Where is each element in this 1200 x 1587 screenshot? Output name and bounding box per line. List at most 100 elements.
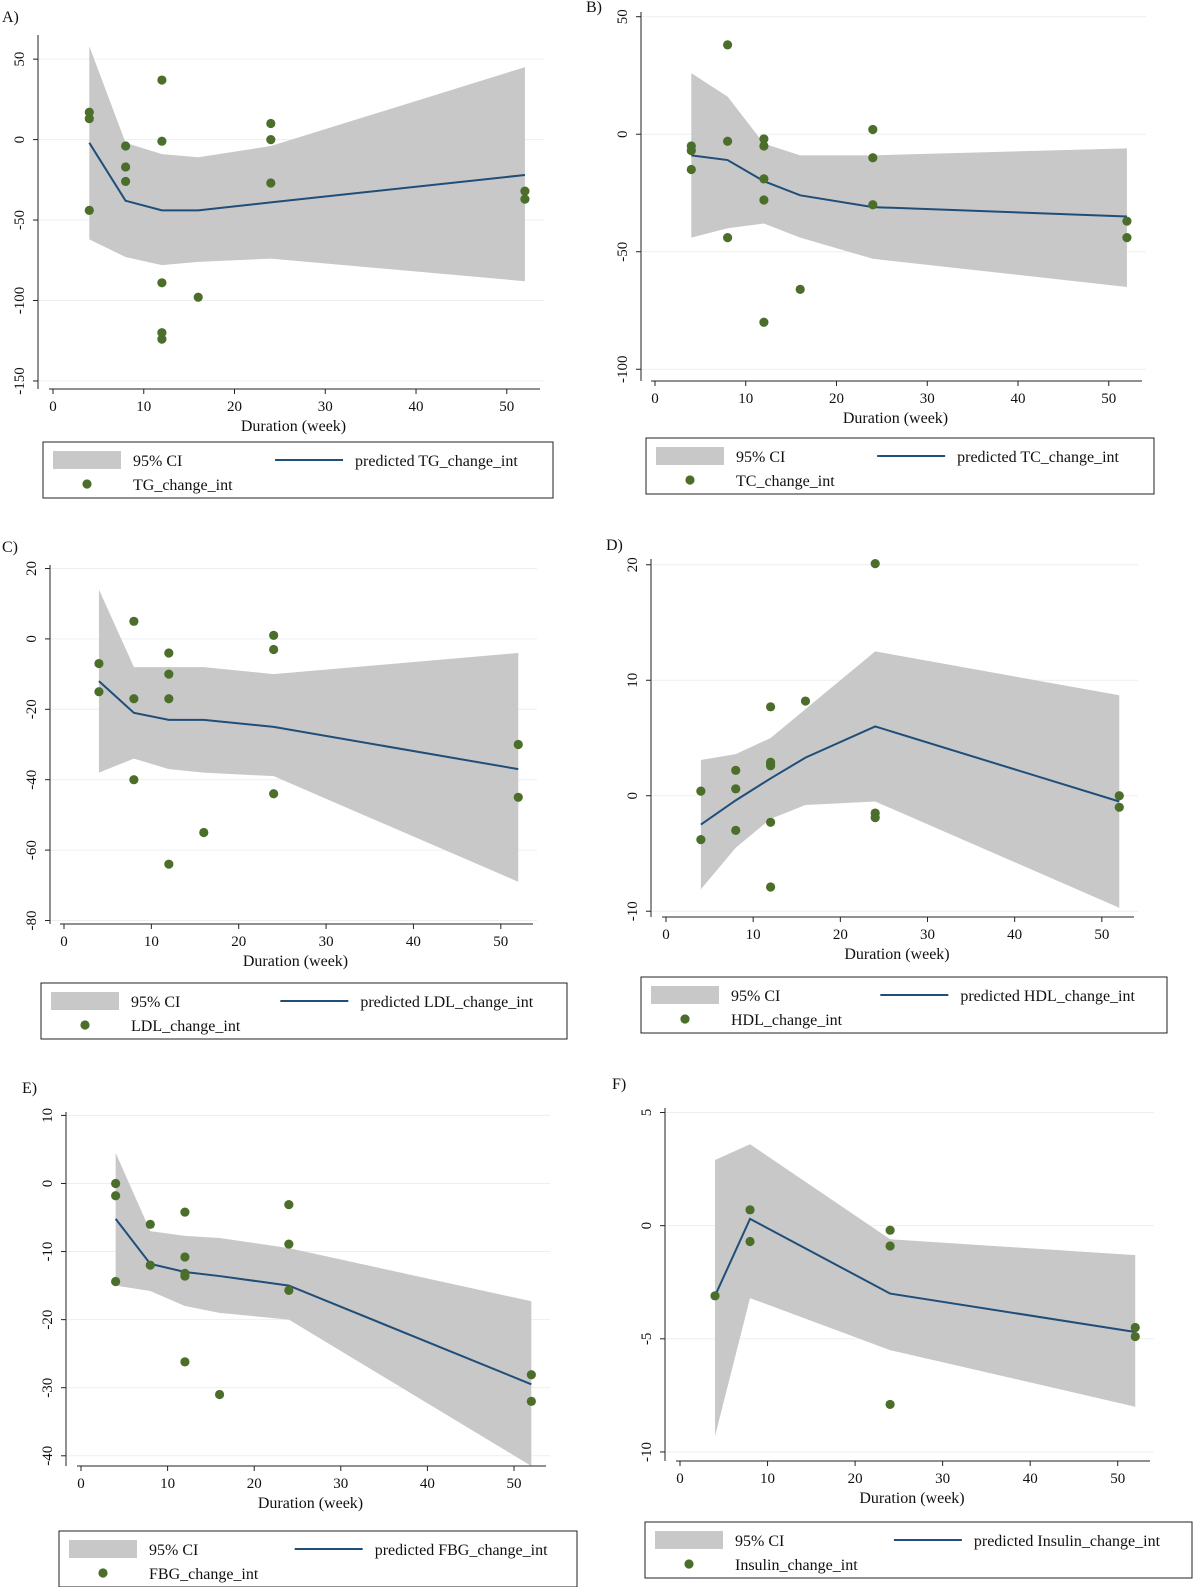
data-point (731, 784, 741, 794)
x-tick-label: 0 (676, 1471, 684, 1487)
data-point (870, 559, 880, 569)
x-tick-label: 20 (231, 934, 246, 950)
chart-panel-a: A) 50 0 -50 -100 -150 0 10 20 30 40 50 Duration (wee… (2, 9, 554, 499)
legend-box (40, 982, 568, 1040)
data-point (759, 195, 769, 205)
y-tick-label: -150 (12, 367, 28, 395)
y-tick-label: -80 (24, 910, 40, 930)
legend-points-label: TG_change_int (133, 477, 233, 494)
panel-label: F) (612, 1076, 626, 1093)
x-tick-label: 50 (1110, 1471, 1125, 1487)
x-tick-label: 10 (136, 399, 151, 415)
x-tick-label: 30 (920, 391, 935, 407)
ci-band (89, 46, 525, 282)
data-point (745, 1205, 755, 1215)
data-point (121, 176, 131, 187)
data-point (180, 1271, 190, 1281)
x-tick-label: 40 (1007, 927, 1022, 943)
data-point (766, 882, 776, 892)
legend-points-label: Insulin_change_int (735, 1557, 858, 1574)
ci-band (691, 73, 1127, 287)
data-point (795, 284, 805, 294)
data-point (94, 687, 104, 697)
legend-box (42, 441, 554, 499)
data-point (1130, 1331, 1140, 1342)
chart-panel-c: C) 20 0 -20 -40 -60 -80 0 10 20 30 40 50 Duration (we… (2, 539, 568, 1040)
fit-line (114, 1218, 532, 1386)
x-tick-label: 30 (935, 1471, 950, 1487)
panel-label: C) (2, 539, 18, 556)
data-point (129, 616, 139, 626)
x-tick-label: 20 (833, 927, 848, 943)
x-tick-label: 50 (1101, 391, 1116, 407)
data-point (180, 1207, 190, 1217)
data-point (731, 825, 741, 835)
x-tick-label: 0 (49, 399, 57, 415)
legend-fit-label: predicted TC_change_int (957, 449, 1119, 466)
y-tick-label: -20 (24, 699, 40, 719)
legend-fit-label: predicted HDL_change_int (960, 988, 1135, 1005)
legend-fit-label: predicted FBG_change_int (375, 1542, 548, 1559)
fit-line (714, 1217, 1136, 1334)
data-point (1130, 1322, 1140, 1333)
y-tick-label: -5 (639, 1333, 655, 1346)
x-axis-label: Duration (week) (243, 953, 348, 970)
data-point (94, 658, 104, 669)
data-point (766, 817, 776, 827)
data-point (180, 1252, 190, 1262)
data-point (1122, 216, 1132, 226)
x-axis-label: Duration (week) (258, 1495, 363, 1512)
data-point (157, 75, 167, 85)
y-tick-label: 50 (12, 52, 28, 67)
data-point (759, 141, 769, 151)
y-tick-label: 0 (24, 635, 40, 643)
data-point (164, 694, 174, 704)
data-point (157, 334, 167, 344)
data-point (745, 1236, 755, 1247)
legend-ci-swatch (656, 447, 724, 465)
legend-point-swatch (685, 475, 695, 485)
x-tick-label: 30 (920, 927, 935, 943)
legend: 95% CI predicted TC_change_int TC_change_i… (645, 437, 1155, 495)
y-tick-label: -50 (12, 210, 28, 230)
legend-box (645, 437, 1155, 495)
data-point (193, 292, 203, 302)
legend-point-swatch (680, 1014, 690, 1024)
x-tick-label: 50 (507, 1476, 522, 1492)
data-point (157, 136, 167, 146)
y-tick-label: -10 (40, 1242, 56, 1262)
x-tick-label: 10 (738, 391, 753, 407)
y-tick-label: 0 (40, 1180, 56, 1188)
y-tick-label: -30 (40, 1378, 56, 1398)
data-point (214, 1389, 225, 1400)
data-point (520, 194, 530, 204)
data-point (164, 648, 174, 658)
y-tick-label: -50 (615, 242, 631, 262)
chart-panel-b: B) 50 0 -50 -100 0 10 20 30 40 50 Duration (week) 95… (586, 0, 1155, 495)
ci-band (700, 651, 1120, 908)
fit-line (700, 725, 1120, 826)
legend-points-label: LDL_change_int (131, 1018, 241, 1035)
data-point (199, 827, 209, 838)
data-point (145, 1219, 155, 1229)
x-tick-label: 30 (319, 934, 334, 950)
x-tick-label: 20 (829, 391, 844, 407)
x-tick-label: 40 (1023, 1471, 1038, 1487)
data-point (269, 644, 279, 655)
data-point (164, 669, 174, 679)
legend-ci-label: 95% CI (736, 449, 785, 466)
ci-band (98, 589, 519, 882)
data-point (84, 114, 94, 124)
legend-point-swatch (82, 479, 92, 489)
x-tick-label: 50 (499, 399, 514, 415)
x-tick-label: 10 (144, 934, 159, 950)
data-point (800, 696, 811, 706)
x-axis-label: Duration (week) (844, 946, 949, 963)
x-tick-label: 20 (227, 399, 242, 415)
legend-fit-label: predicted LDL_change_int (360, 994, 533, 1011)
x-tick-label: 30 (333, 1476, 348, 1492)
legend-points-label: TC_change_int (736, 473, 835, 490)
data-point (696, 786, 706, 796)
